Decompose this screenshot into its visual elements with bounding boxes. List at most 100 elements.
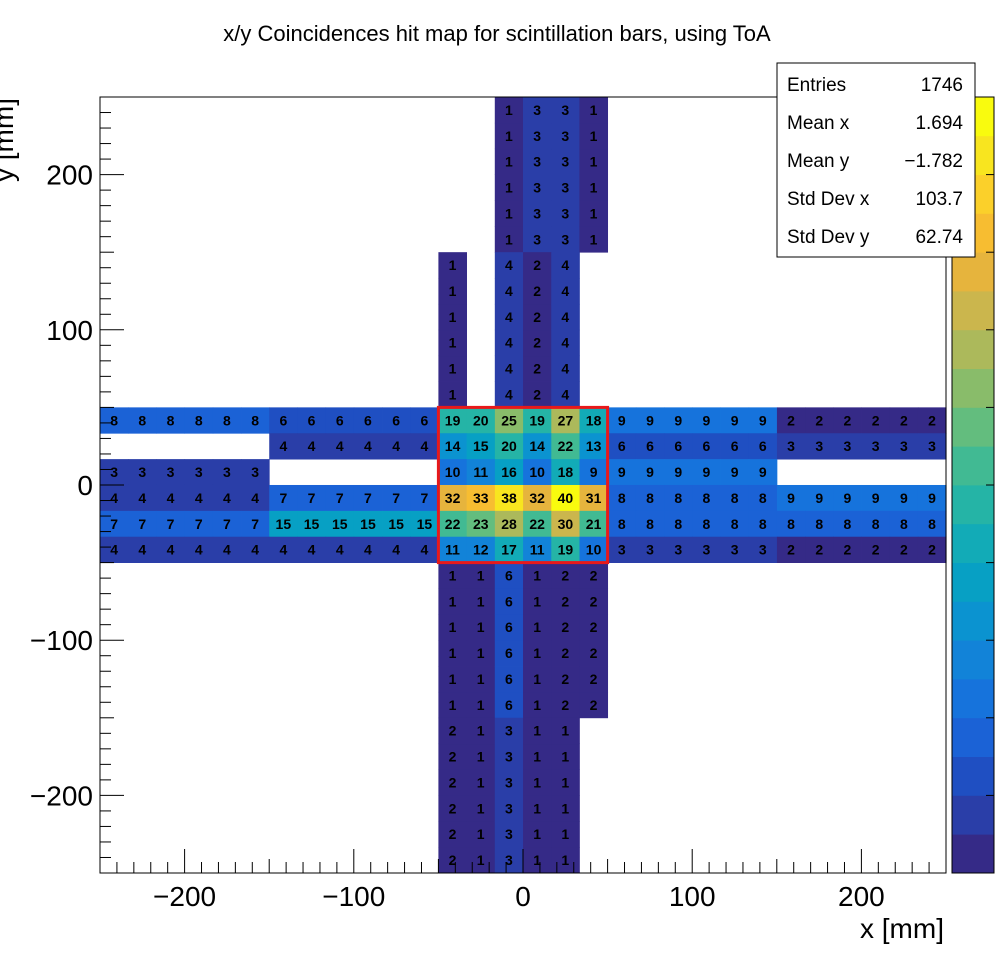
palette-swatch	[952, 640, 994, 680]
heatmap-cell-label: 6	[392, 412, 400, 428]
heatmap-cell	[438, 847, 468, 874]
heatmap-cell	[410, 484, 439, 512]
heatmap-cell	[410, 407, 439, 434]
heatmap-cell	[579, 174, 609, 201]
heatmap-cell-label: 3	[561, 154, 569, 170]
heatmap-cell	[523, 717, 552, 745]
heatmap-cell	[353, 433, 383, 460]
y-tick-label: 0	[77, 470, 93, 501]
heatmap-cell	[607, 407, 637, 434]
heatmap-cell	[635, 433, 665, 460]
heatmap-cell	[241, 484, 270, 512]
heatmap-cell-label: 6	[505, 593, 513, 609]
heatmap-cell	[184, 510, 214, 538]
heatmap-cell	[889, 407, 919, 434]
palette-swatch	[952, 291, 994, 331]
heatmap-cell-label: 10	[445, 464, 461, 480]
palette-swatch	[952, 795, 994, 835]
heatmap-cell-label: 9	[646, 464, 654, 480]
heatmap-cell-label: 2	[561, 593, 569, 609]
heatmap-cell	[438, 821, 468, 848]
heatmap-cell-label: 1	[449, 645, 457, 661]
heatmap-cell	[833, 484, 862, 512]
heatmap-cell-label: 4	[505, 386, 513, 402]
heatmap-cell	[833, 536, 862, 563]
heatmap-cell	[551, 562, 580, 589]
heatmap-cell-label: 32	[445, 490, 461, 506]
heatmap-cell	[494, 174, 524, 201]
heatmap-cell	[635, 407, 665, 434]
heatmap-cell-label: 7	[251, 516, 259, 532]
heatmap-cell	[438, 329, 468, 357]
heatmap-cell	[692, 407, 721, 434]
heatmap-cell-label: 2	[928, 542, 936, 558]
heatmap-cell	[551, 174, 580, 201]
heatmap-cell-label: 7	[364, 490, 372, 506]
heatmap-cell-label: 8	[872, 516, 880, 532]
heatmap-cell-label: 8	[900, 516, 908, 532]
heatmap-cell	[466, 407, 496, 434]
heatmap-cell	[607, 433, 637, 460]
heatmap-cell	[776, 484, 806, 512]
heatmap-cell-label: 12	[473, 542, 489, 558]
palette-swatch	[952, 717, 994, 757]
heatmap-cell	[438, 433, 468, 460]
heatmap-cell	[579, 200, 609, 227]
heatmap-cell	[494, 536, 524, 563]
heatmap-cell	[523, 329, 552, 357]
heatmap-cell-label: 1	[533, 852, 541, 868]
heatmap-cell-label: 6	[759, 438, 767, 454]
heatmap-cell-label: 16	[501, 464, 517, 480]
heatmap-cell-label: 2	[815, 412, 823, 428]
heatmap-cell-label: 4	[223, 542, 231, 558]
heatmap-cell-label: 19	[445, 412, 461, 428]
heatmap-cell-label: 2	[590, 593, 598, 609]
heatmap-cell-label: 1	[449, 593, 457, 609]
heatmap-cell	[156, 484, 186, 512]
heatmap-cell	[494, 96, 524, 124]
heatmap-cell-label: 1	[561, 826, 569, 842]
heatmap-cell	[466, 433, 496, 460]
heatmap-cell	[805, 510, 834, 538]
heatmap-cell	[438, 743, 468, 770]
heatmap-cell-label: 17	[501, 542, 517, 558]
heatmap-cell	[664, 407, 693, 434]
heatmap-cell	[579, 96, 609, 124]
heatmap-cell-label: 22	[445, 516, 461, 532]
stats-value: 103.7	[915, 189, 963, 210]
heatmap-cell	[861, 536, 891, 563]
heatmap-cell	[551, 821, 580, 848]
heatmap-cell-label: 1	[533, 593, 541, 609]
heatmap-cell-label: 3	[787, 438, 795, 454]
heatmap-cell	[579, 562, 609, 589]
chart-title: x/y Coincidences hit map for scintillati…	[223, 21, 771, 46]
palette-swatch	[952, 329, 994, 369]
heatmap-cell-label: 3	[674, 542, 682, 558]
heatmap-cell-label: 9	[618, 412, 626, 428]
heatmap-cell	[466, 743, 496, 770]
stats-label: Std Dev y	[787, 227, 870, 248]
heatmap-cell-label: 1	[561, 852, 569, 868]
heatmap-cell-label: 8	[646, 516, 654, 532]
palette-swatch	[952, 601, 994, 641]
heatmap-cell-label: 8	[251, 412, 259, 428]
heatmap-cell-label: 3	[533, 102, 541, 118]
heatmap-cell	[156, 536, 186, 563]
heatmap-cell	[720, 407, 750, 434]
heatmap-cell-label: 1	[505, 154, 513, 170]
heatmap-cell-label: 9	[618, 464, 626, 480]
y-tick-label: −200	[30, 780, 93, 811]
heatmap-cell	[551, 795, 580, 822]
heatmap-cell-label: 8	[731, 490, 739, 506]
heatmap-cell-label: 2	[872, 542, 880, 558]
heatmap-cell-label: 2	[449, 723, 457, 739]
heatmap-cell	[861, 510, 891, 538]
heatmap-cell	[833, 407, 862, 434]
heatmap-cell	[551, 252, 580, 279]
heatmap-cell-label: 3	[703, 542, 711, 558]
heatmap-cell-label: 1	[590, 180, 598, 196]
heatmap-cell	[382, 536, 411, 563]
heatmap-cell-label: 1	[505, 128, 513, 144]
heatmap-cell	[692, 484, 721, 512]
heatmap-cell	[579, 148, 609, 175]
